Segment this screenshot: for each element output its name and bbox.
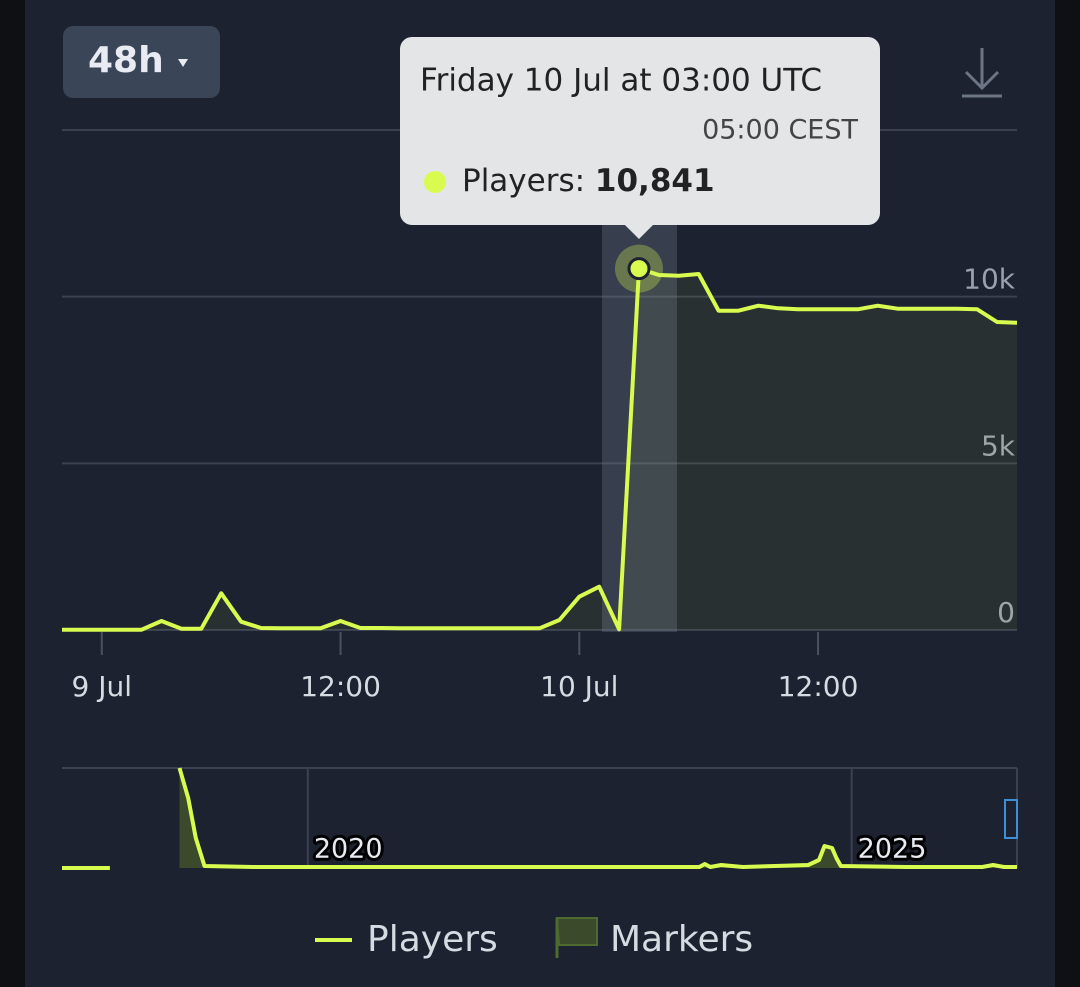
hover-point [627,257,651,281]
y-tick-label: 5k [981,429,1016,462]
dropdown-arrow [178,59,188,67]
x-tick-label: 12:00 [778,670,859,703]
tooltip-series: Players: [462,163,585,199]
legend-label: Markers [610,919,753,960]
line [62,767,1017,870]
tooltip-box [400,37,880,239]
line [62,266,1018,632]
tooltip-title: Friday 10 Jul at 03:00 UTC [420,63,822,99]
nav-tick-label: 2025 [858,834,927,865]
tooltip-value: 10,841 [595,163,715,199]
area [62,268,1017,630]
download-icon[interactable] [962,48,1002,98]
y-tick-label: 0 [997,596,1015,629]
range-button[interactable] [63,26,220,98]
y-tick-label: 10k [963,263,1016,296]
nav-tick-label: 2020 [314,834,383,865]
legend-flag [555,917,598,946]
tooltip-swatch [424,171,446,193]
legend-label: Players [367,919,498,960]
tooltip-subtitle: 05:00 CEST [702,115,858,146]
x-tick-label: 10 Jul [540,670,618,703]
x-tick-label: 9 Jul [72,670,133,703]
x-tick-label: 12:00 [300,670,381,703]
range-label[interactable]: 48h [88,40,164,81]
tooltip-label: Players: 10,841 [462,163,715,199]
nav-handle [1004,799,1018,839]
